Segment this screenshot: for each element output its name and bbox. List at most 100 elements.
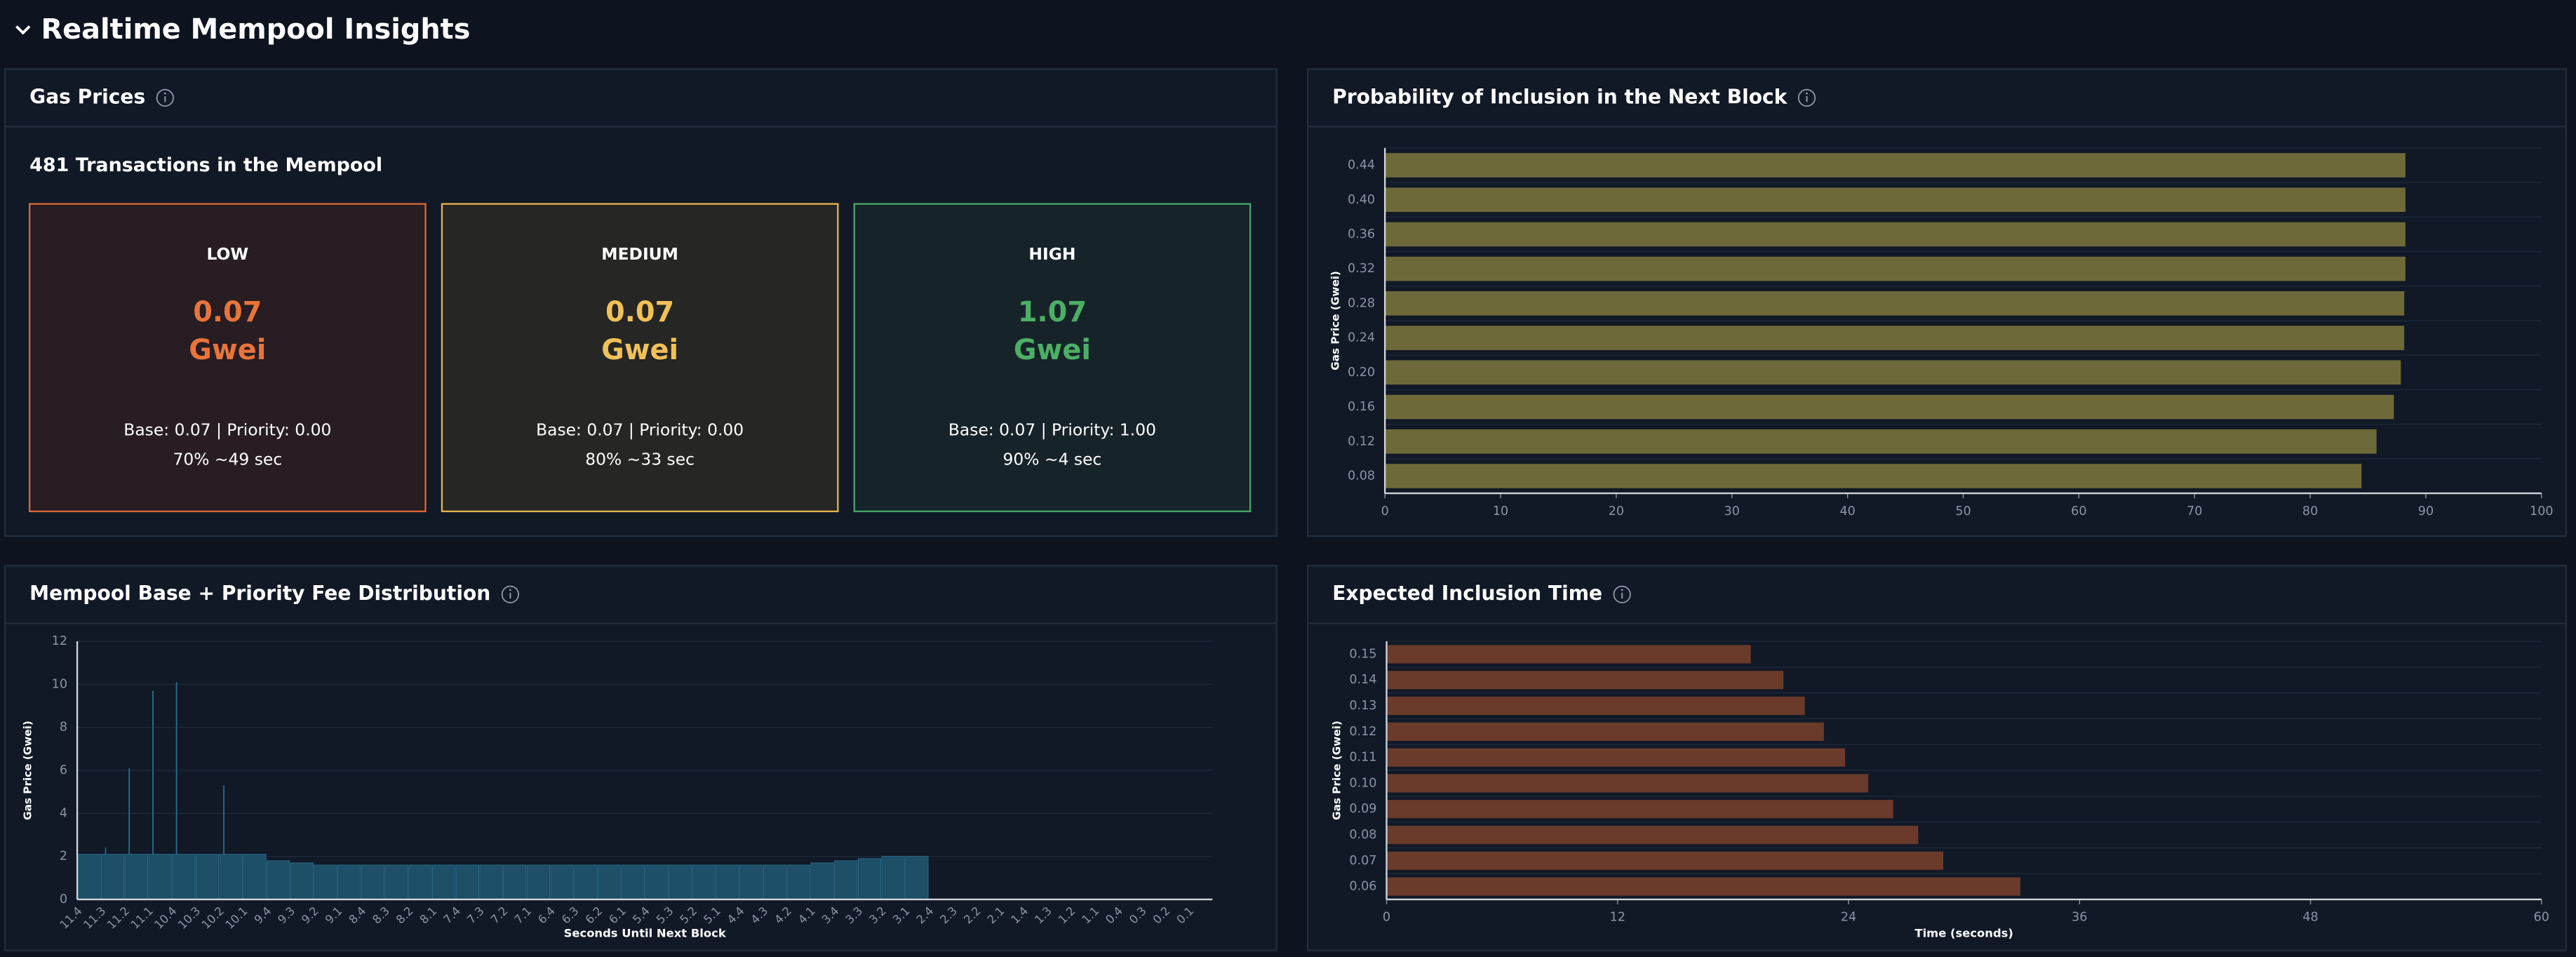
y-tick-label: 0.28 [1348,296,1375,310]
bar [621,864,645,900]
info-icon[interactable] [156,88,174,107]
y-tick-label: 0.07 [1349,854,1376,868]
bar [148,854,172,900]
y-axis-label: Gas Price (Gwei) [1329,271,1341,370]
bar [314,864,337,900]
bar [857,858,882,900]
panel-title: Mempool Base + Priority Fee Distribution [29,582,490,605]
y-tick-label: 12 [52,634,67,648]
info-icon[interactable] [1797,88,1816,107]
y-axis-label: Gas Price (Gwei) [21,721,34,820]
bar [503,864,527,900]
bar [172,854,196,900]
info-icon[interactable] [501,585,520,603]
bar [1386,671,1784,690]
price-card [28,203,427,513]
bar [739,864,763,900]
y-tick-label: 4 [60,806,67,820]
x-tick-label: 0 [1383,911,1390,925]
y-tick-label: 0.44 [1348,159,1375,173]
bar [243,854,267,900]
info-icon-dot [163,92,166,95]
y-tick-label: 0.11 [1349,751,1376,765]
bar [763,864,787,900]
bar [881,856,905,900]
bar [1384,256,2406,281]
x-tick-label: 36 [2072,911,2087,925]
card-detail: Base: 0.07 | Priority: 1.00 [948,420,1156,440]
y-tick-label: 0.14 [1349,673,1376,687]
y-tick-label: 2 [60,850,67,864]
bar [1386,748,1846,767]
x-tick-label: 10 [1493,504,1508,518]
card-estimate: 90% ~4 sec [1003,450,1102,469]
bar [716,864,739,900]
y-tick-label: 0.08 [1348,469,1375,483]
x-tick-label: 40 [1839,504,1855,518]
bar [77,854,101,900]
bar [1384,429,2377,454]
bar [431,864,456,900]
card-unit: Gwei [189,334,266,366]
y-tick-label: 8 [60,721,67,735]
x-axis-label: Time (seconds) [1914,927,2013,940]
bar [1386,800,1893,819]
card-level: HIGH [1028,244,1075,264]
bar [1386,851,1944,870]
bar [669,864,692,900]
y-tick-label: 0.16 [1348,400,1375,414]
card-price: 0.07 [605,296,674,328]
panel-title: Gas Prices [29,85,145,108]
bar [1384,187,2406,213]
x-tick-label: 20 [1609,504,1624,518]
info-icon-dot [1806,92,1808,95]
x-tick-label: 50 [1955,504,1971,518]
bar [408,864,432,900]
x-tick-label: 80 [2302,504,2318,518]
mempool-count: 481 Transactions in the Mempool [29,154,382,176]
bar [1384,464,2362,488]
x-tick-label: 24 [1841,911,1856,925]
card-unit: Gwei [601,334,678,366]
card-detail: Base: 0.07 | Priority: 0.00 [123,420,331,440]
bar [1386,722,1824,741]
bar [574,864,598,900]
bar [1384,291,2405,316]
y-tick-label: 0.12 [1349,725,1376,739]
card-estimate: 70% ~49 sec [173,450,282,469]
bar [786,864,810,900]
y-tick-label: 0.08 [1349,828,1376,842]
card-level: LOW [206,244,248,264]
bar [479,864,503,900]
card-estimate: 80% ~33 sec [585,450,695,469]
bar [810,862,834,900]
y-tick-label: 0.24 [1348,331,1375,345]
y-tick-label: 0.06 [1349,880,1376,894]
y-tick-label: 0.32 [1348,262,1375,276]
info-icon-dot [509,589,511,591]
page-title: Realtime Mempool Insights [41,13,471,46]
bar [1386,825,1919,845]
collapse-chevron[interactable] [15,25,31,35]
x-tick-label: 48 [2302,911,2318,925]
info-icon[interactable] [1613,585,1631,603]
y-tick-label: 0.40 [1348,193,1375,207]
card-price: 0.07 [193,296,262,328]
bar [337,864,361,900]
card-detail: Base: 0.07 | Priority: 0.00 [536,420,744,440]
x-tick-label: 30 [1724,504,1740,518]
bar [834,860,858,900]
bar [1384,222,2406,247]
price-card [441,203,839,513]
panel-title: Probability of Inclusion in the Next Blo… [1332,85,1787,108]
bar [692,864,716,900]
bar [195,854,220,900]
y-tick-label: 0.20 [1348,366,1375,380]
y-tick-label: 0.15 [1349,647,1376,661]
bar [219,854,243,900]
bar [597,864,622,900]
card-unit: Gwei [1014,334,1091,366]
x-tick-label: 0 [1381,504,1389,518]
y-tick-label: 0.13 [1349,699,1376,713]
bar [1386,645,1751,664]
